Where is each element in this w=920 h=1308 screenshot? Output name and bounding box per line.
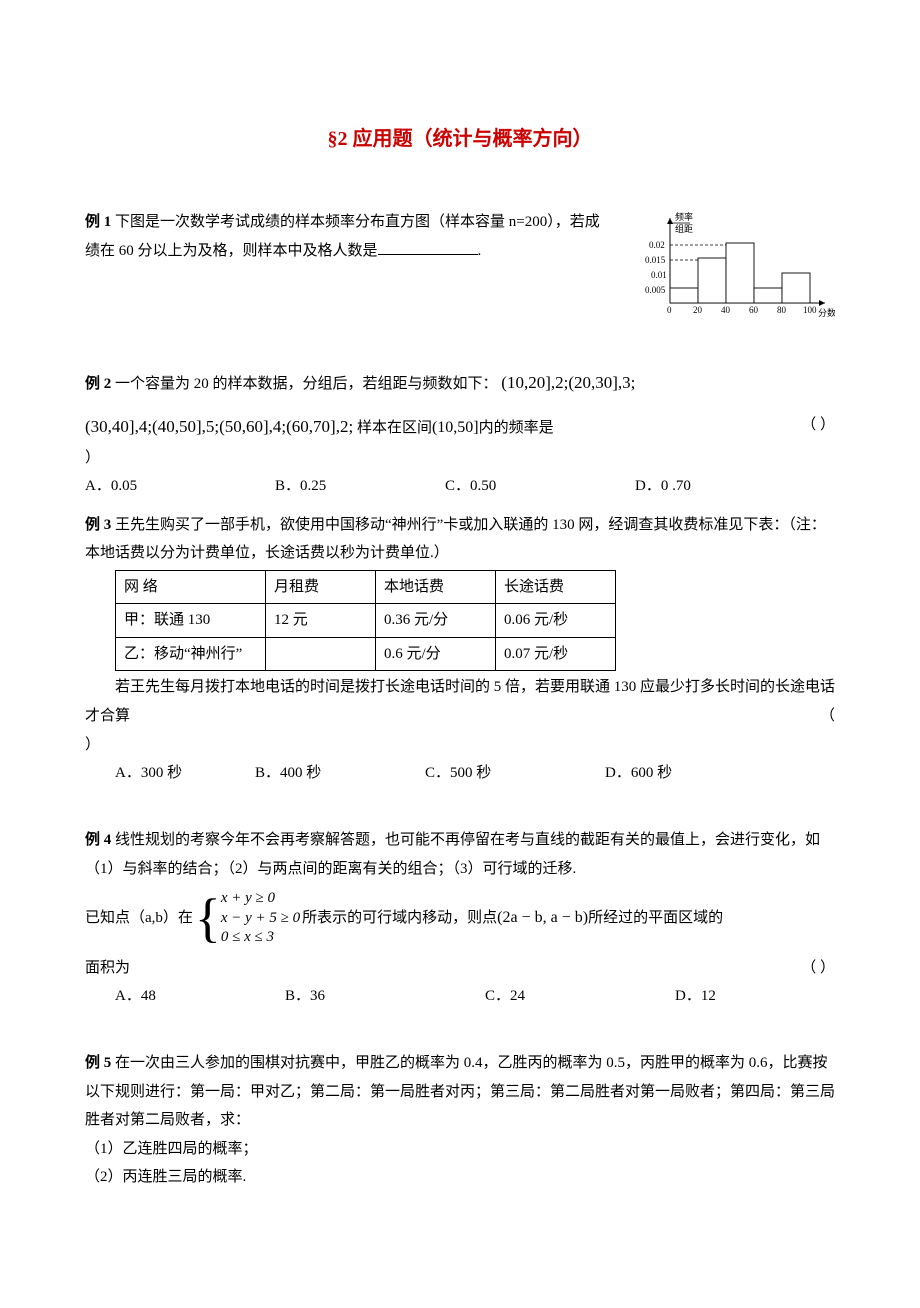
example-4-text3: 所表示的可行域内移动，则点 [302,904,497,933]
hist-y-sublabel: 组距 [675,223,693,234]
blank-underline [378,240,478,255]
th-network: 网 络 [116,570,266,604]
r2c1: 乙：移动“神州行” [116,637,266,671]
example-1-text: 例 1 下图是一次数学考试成绩的样本频率分布直方图（样本容量 n=200），若成… [85,208,615,329]
example-4-label: 例 4 [85,832,111,848]
example-5-label: 例 5 [85,1055,111,1071]
hist-xtick-4: 80 [777,305,787,315]
example-4-text1: 线性规划的考察今年不会再考察解答题，也可能不再停留在考与直线的截距有关的最值上，… [85,832,820,877]
title-section-number: §2 [328,128,348,150]
option-2b: B．0.25 [275,472,445,501]
hist-ytick-1: 0.01 [651,270,667,280]
r1c3: 0.36 元/分 [376,604,496,638]
example-2-text1: 一个容量为 20 的样本数据，分组后，若组距与频数如下： [111,376,497,392]
example-5-q2: （2）丙连胜三局的概率. [85,1163,835,1192]
example-4-text4: 所经过的平面区域的 [588,904,723,933]
table-row: 甲：联通 130 12 元 0.36 元/分 0.06 元/秒 [116,604,616,638]
example-4-math1: (2a − b, a − b) [497,903,588,933]
hist-xtick-3: 60 [749,305,759,315]
example-2-text2: 样本在区间 [353,420,432,436]
table-row: 乙：移动“神州行” 0.6 元/分 0.07 元/秒 [116,637,616,671]
example-2: 例 2 一个容量为 20 的样本数据，分组后，若组距与频数如下： (10,20]… [85,367,835,501]
th-long: 长途话费 [496,570,616,604]
hist-ytick-0: 0.005 [645,285,666,295]
hist-xtick-0: 0 [667,305,672,315]
r1c4: 0.06 元/秒 [496,604,616,638]
option-3c: C．500 秒 [425,759,605,788]
hist-xtick-1: 20 [693,305,703,315]
hist-ytick-3: 0.02 [649,240,665,250]
example-1-period: . [478,243,482,259]
example-3-text2: 若王先生每月拨打本地电话的时间是拨打长途电话时间的 5 倍，若要用联通 130 … [85,679,835,724]
example-4-text2: 已知点（a,b）在 [85,904,193,933]
example-2-options: A．0.05 B．0.25 C．0.50 D．0 .70 [85,472,835,501]
option-2d: D．0 .70 [635,472,691,501]
example-2-math2: (30,40],4;(40,50],5;(50,60],4;(60,70],2; [85,417,353,436]
example-1-body: 下图是一次数学考试成绩的样本频率分布直方图（样本容量 n=200），若成绩在 6… [85,214,600,259]
option-4a: A．48 [115,982,285,1011]
sys-line3: 0 ≤ x ≤ 3 [221,928,300,948]
r1c1: 甲：联通 130 [116,604,266,638]
page-title: §2 应用题（统计与概率方向） [85,120,835,158]
option-2a: A．0.05 [85,472,275,501]
histogram-chart: 频率 组距 0.005 0.01 0.015 0.02 0 20 [615,208,835,329]
hist-y-label: 频率 [675,211,693,222]
hist-ytick-2: 0.015 [645,255,666,265]
example-4-options: A．48 B．36 C．24 D．12 [85,982,835,1011]
example-1-label: 例 1 [85,214,111,230]
option-2c: C．0.50 [445,472,635,501]
example-3-label: 例 3 [85,517,111,533]
option-4b: B．36 [285,982,485,1011]
example-4-paren: （ ） [801,954,835,983]
r2c3: 0.6 元/分 [376,637,496,671]
option-4c: C．24 [485,982,675,1011]
example-5: 例 5 在一次由三人参加的围棋对抗赛中，甲胜乙的概率为 0.4，乙胜丙的概率为 … [85,1049,835,1192]
close-paren-2: ） [85,444,835,473]
option-4d: D．12 [675,982,716,1011]
example-3-text1: 王先生购买了一部手机，欲使用中国移动“神州行”卡或加入联通的 130 网，经调查… [85,517,826,562]
example-4: 例 4 线性规划的考察今年不会再考察解答题，也可能不再停留在考与直线的截距有关的… [85,826,835,1011]
example-2-paren: （ ） [801,411,835,443]
r2c2 [266,637,376,671]
example-3: 例 3 王先生购买了一部手机，欲使用中国移动“神州行”卡或加入联通的 130 网… [85,511,835,788]
th-local: 本地话费 [376,570,496,604]
example-2-math3: (10,50] [432,419,479,436]
example-4-text5: 面积为 [85,954,130,983]
option-3d: D．600 秒 [605,759,672,788]
example-5-q1: （1）乙连胜四局的概率； [85,1135,835,1164]
option-3b: B．400 秒 [255,759,425,788]
hist-xtick-5: 100 [803,305,817,315]
table-row: 网 络 月租费 本地话费 长途话费 [116,570,616,604]
r1c2: 12 元 [266,604,376,638]
sys-line1: x + y ≥ 0 [221,889,300,909]
close-paren-3: ） [85,731,835,760]
example-2-text3: 内的频率是 [479,420,554,436]
r2c4: 0.07 元/秒 [496,637,616,671]
pricing-table: 网 络 月租费 本地话费 长途话费 甲：联通 130 12 元 0.36 元/分… [115,570,616,672]
sys-line2: x − y + 5 ≥ 0 [221,909,300,929]
hist-x-label: 分数 [818,307,835,318]
title-text: 应用题（统计与概率方向） [348,128,593,150]
example-3-options: A．300 秒 B．400 秒 C．500 秒 D．600 秒 [85,759,835,788]
th-rent: 月租费 [266,570,376,604]
example-2-math1: (10,20],2;(20,30],3; [501,373,635,392]
hist-xtick-2: 40 [721,305,731,315]
example-1: 例 1 下图是一次数学考试成绩的样本频率分布直方图（样本容量 n=200），若成… [85,208,835,329]
example-2-label: 例 2 [85,376,111,392]
option-3a: A．300 秒 [115,759,255,788]
inequality-system: { x + y ≥ 0 x − y + 5 ≥ 0 0 ≤ x ≤ 3 [195,889,300,948]
example-5-text1: 在一次由三人参加的围棋对抗赛中，甲胜乙的概率为 0.4，乙胜丙的概率为 0.5，… [85,1055,835,1128]
